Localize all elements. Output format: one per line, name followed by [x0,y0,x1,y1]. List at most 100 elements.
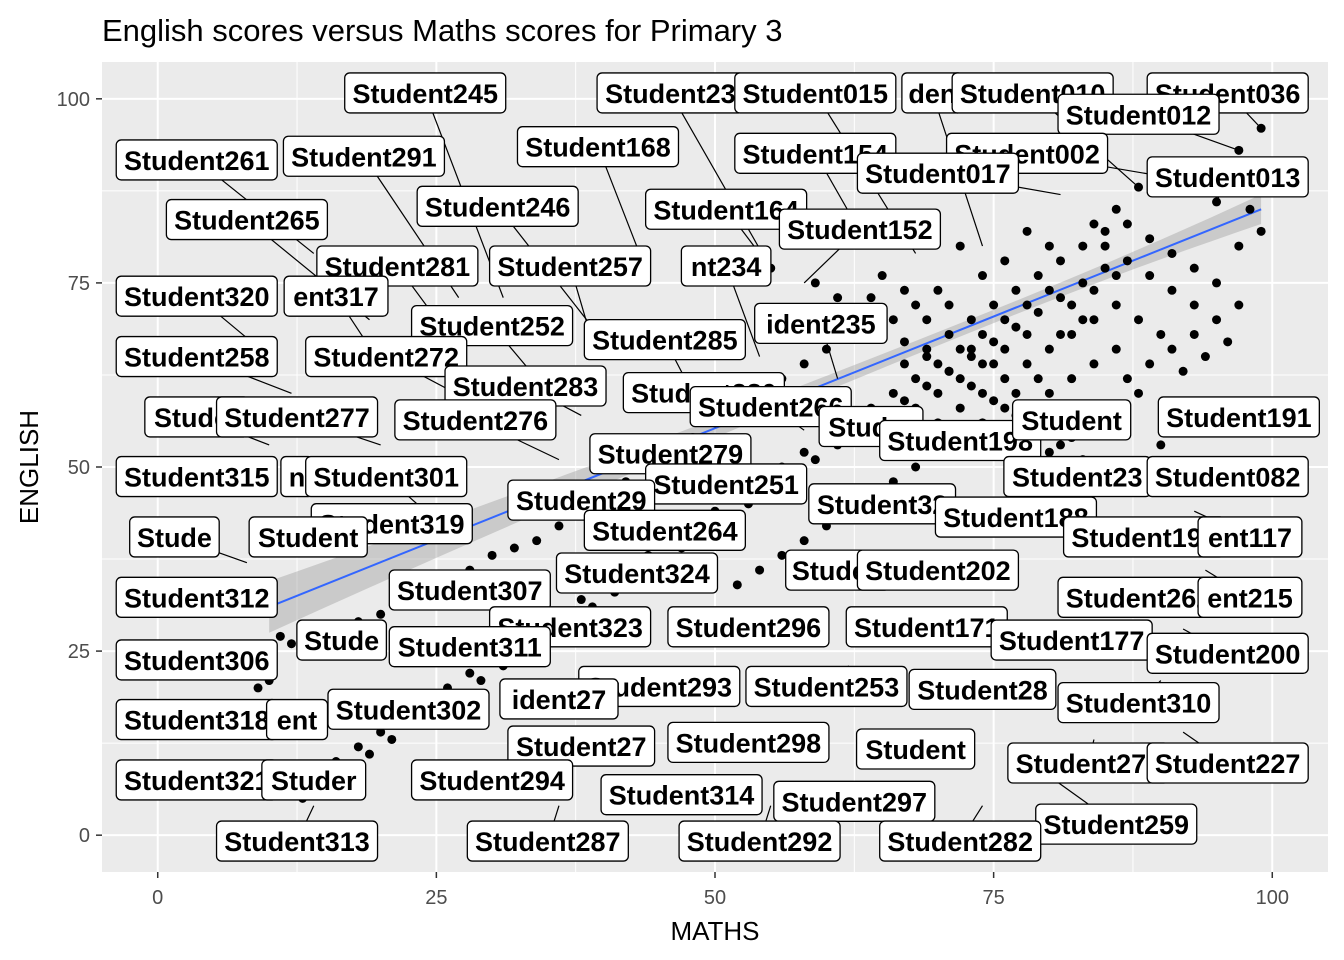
student-label: Student296 [667,606,830,648]
x-tick-label: 100 [1256,887,1289,909]
student-label: Student324 [555,552,719,594]
student-label: Student [1011,399,1132,441]
student-label: ent317 [283,275,389,317]
data-point [465,668,475,678]
data-point [476,676,486,686]
data-point [911,462,921,472]
data-point [1122,256,1132,266]
label-text: ent117 [1208,523,1292,553]
label-box [388,626,551,668]
label-text: Student283 [453,372,599,402]
data-point [1089,219,1099,229]
student-label: Student310 [1057,681,1220,724]
label-box [115,139,278,181]
label-box [667,606,830,648]
data-point [922,315,932,325]
label-text: Student202 [865,556,1011,586]
label-text: Student28 [917,675,1048,705]
student-label: Student258 [115,335,278,378]
label-text: nt234 [691,252,762,282]
data-point [1156,329,1166,339]
data-point [799,447,809,457]
label-text: Student306 [124,646,270,676]
student-label: Student082 [1146,455,1309,498]
student-label: Student200 [1146,632,1309,674]
data-point [899,396,909,406]
label-box [1146,632,1309,674]
label-box [754,302,888,345]
data-point [353,742,363,752]
data-point [1100,226,1110,236]
data-point [888,388,898,398]
data-point [833,293,843,303]
data-point [977,329,987,339]
data-point [1067,300,1077,310]
student-label: ent117 [1197,516,1303,558]
label-text: Student287 [475,827,621,857]
y-tick-label: 75 [68,273,90,295]
label-box [583,509,746,551]
data-point [532,536,542,546]
label-box [265,698,329,741]
label-text: Stude [304,626,379,656]
data-point [1000,315,1010,325]
student-label: Student285 [583,318,746,361]
label-box [773,780,936,822]
label-text: Student320 [124,282,270,312]
label-box [296,619,388,661]
chart-title: English scores versus Maths scores for P… [102,13,783,48]
student-label: Student191 [1157,396,1320,438]
label-text: Student251 [653,470,799,500]
label-text: Student310 [1066,689,1212,719]
student-label: Student202 [856,549,1020,591]
label-box [1146,156,1309,198]
label-text: Student285 [592,326,738,356]
student-label: Student171 [845,606,1008,648]
label-text: n [289,463,306,493]
label-box [410,304,574,347]
label-box [1146,455,1309,498]
x-axis-ticks: 0 25 50 75 100 [152,872,1289,909]
data-point [1011,285,1021,295]
label-text: Student199 [1071,523,1217,553]
data-point [1212,315,1222,325]
data-point [799,359,809,369]
data-point [1167,344,1177,354]
label-box [115,576,278,618]
data-point [1011,388,1021,398]
label-box [261,759,367,801]
data-point [977,388,987,398]
y-tick-label: 50 [68,457,90,479]
student-label: Student311 [388,626,551,668]
x-tick-label: 0 [152,887,163,909]
data-point [1234,241,1244,251]
label-text: Student164 [653,195,799,225]
data-point [1145,359,1155,369]
student-label: Student017 [856,152,1020,194]
data-point [1167,285,1177,295]
label-box [856,152,1020,194]
student-label: ent215 [1197,576,1303,618]
data-point [821,344,831,354]
label-text: Student315 [124,463,270,493]
data-point [933,388,943,398]
data-point [1256,226,1266,236]
label-text: Student152 [787,215,933,245]
label-box [466,820,629,862]
label-text: Student198 [887,426,1033,456]
y-axis-title: ENGLISH [14,410,44,524]
label-box [1057,93,1220,135]
label-text: Student171 [854,613,1000,643]
data-point [1056,329,1066,339]
student-label: Student198 [879,419,1042,462]
data-point [989,300,999,310]
label-box [1146,742,1309,784]
data-point [1000,403,1010,413]
data-point [1000,344,1010,354]
label-text: Student301 [313,463,459,493]
student-label: Student298 [667,721,830,764]
data-point [1256,123,1266,133]
y-tick-label: 25 [68,641,90,663]
label-box [908,668,1057,711]
student-label: Student28 [908,668,1057,711]
